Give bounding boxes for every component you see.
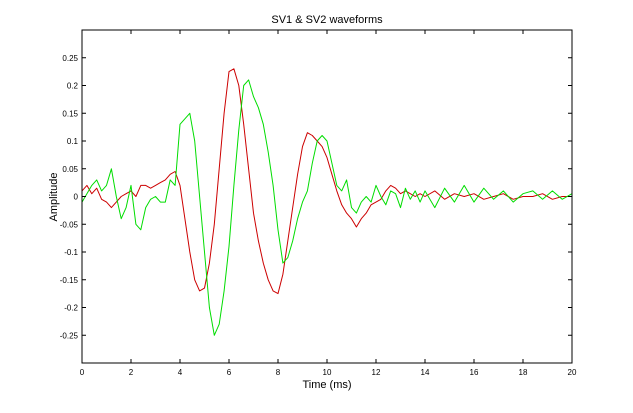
x-tick-label: 8: [276, 368, 281, 377]
x-tick-label: 6: [227, 368, 232, 377]
y-tick-label: 0.05: [62, 165, 78, 174]
x-axis: 0 2 4 6 8 10 12 14 16 18 20: [80, 30, 577, 377]
x-tick-label: 20: [568, 368, 577, 377]
y-tick-label: 0.25: [62, 54, 78, 63]
series-line-2: [81, 79, 573, 336]
x-tick-label: 12: [372, 368, 381, 377]
x-tick-label: 18: [519, 368, 528, 377]
y-axis-label: Amplitude: [48, 173, 60, 222]
x-tick-label: 14: [421, 368, 430, 377]
y-tick-label: -0.1: [64, 248, 78, 257]
x-tick-label: 4: [178, 368, 183, 377]
y-tick-label: -0.2: [64, 304, 78, 313]
y-tick-label: -0.15: [60, 276, 79, 285]
plot-area: [81, 68, 573, 336]
y-tick-label: -0.05: [60, 220, 79, 229]
chart-title: SV1 & SV2 waveforms: [271, 14, 383, 26]
y-tick-label: 0.2: [67, 82, 79, 91]
y-tick-label: 0.1: [67, 137, 79, 146]
x-tick-label: 0: [80, 368, 85, 377]
x-tick-label: 16: [470, 368, 479, 377]
y-tick-label: 0.15: [62, 109, 78, 118]
x-tick-label: 10: [323, 368, 332, 377]
series-line-1: [81, 68, 572, 295]
y-tick-label: -0.25: [60, 331, 79, 340]
x-tick-label: 2: [129, 368, 134, 377]
y-axis: 0.25 0.2 0.15 0.1 0.05 0 -0.05 -0.1 -0.15 -0.2 -0.…: [60, 54, 572, 340]
y-tick-label: 0: [74, 193, 79, 202]
x-axis-label: Time (ms): [302, 379, 351, 391]
